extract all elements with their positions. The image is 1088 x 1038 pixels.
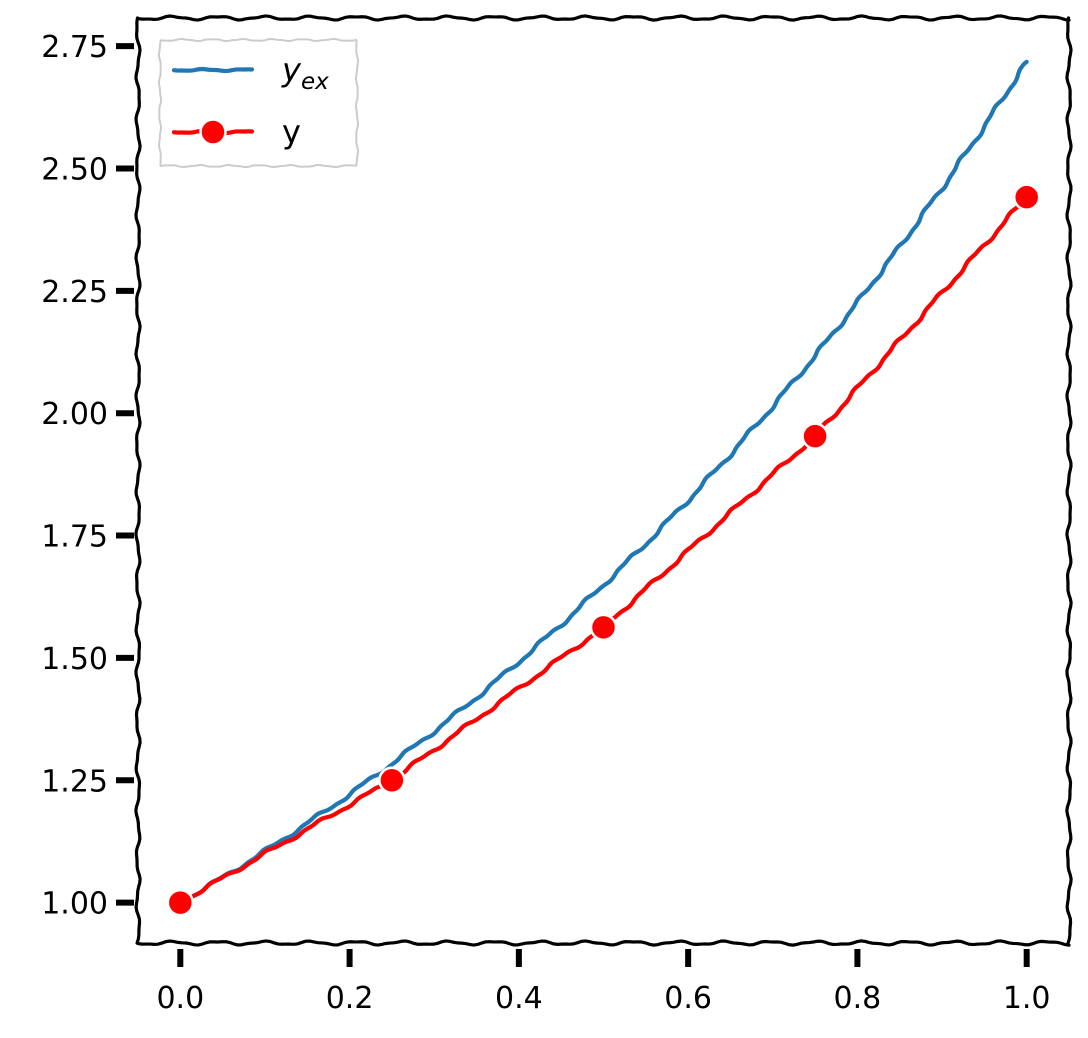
series-line-y_ex xyxy=(178,59,1029,905)
y-tick-label: 2.00 xyxy=(41,397,108,432)
legend-label-main: y xyxy=(281,51,302,89)
y-tick-label: 1.75 xyxy=(41,520,108,555)
legend-marker-y xyxy=(199,118,227,146)
spine-right xyxy=(1065,16,1073,945)
x-tick-label: 0.2 xyxy=(326,981,374,1016)
y-tick-label: 2.25 xyxy=(41,275,108,310)
y-tick-label: 2.75 xyxy=(41,30,108,65)
legend-label-y: y xyxy=(282,113,301,151)
y-tick-label: 1.00 xyxy=(41,887,108,922)
legend-swatch-y_ex xyxy=(171,66,255,74)
data-point-y xyxy=(378,766,406,795)
x-tick-label: 0.4 xyxy=(495,981,543,1016)
y-tick-label: 1.50 xyxy=(41,642,108,677)
data-point-y xyxy=(589,613,618,642)
series-layer xyxy=(166,59,1041,917)
legend-label-subscript: ex xyxy=(301,69,329,95)
spine-top xyxy=(136,14,1071,22)
data-point-y xyxy=(166,888,195,917)
legend-label-y_ex: yex xyxy=(281,51,329,95)
x-tick-label: 1.0 xyxy=(1003,981,1051,1016)
x-tick-label: 0.0 xyxy=(156,981,204,1016)
legend-label-main: y xyxy=(282,113,301,151)
x-tick-label: 0.6 xyxy=(664,981,712,1016)
x-tick-label: 0.8 xyxy=(834,981,882,1016)
axes: 1.00 1.25 1.50 1.75 2.00 2.25 2.50 2.75 0.0 0.2 0.… xyxy=(41,14,1073,1016)
y-tick-label: 2.50 xyxy=(41,152,108,187)
data-point-y xyxy=(1012,183,1041,211)
spine-left xyxy=(134,16,142,945)
legend-frame xyxy=(157,37,360,169)
series-line-y xyxy=(178,195,1029,905)
spine-bottom xyxy=(136,939,1071,947)
y-tick-label: 1.25 xyxy=(41,764,108,799)
data-point-y xyxy=(801,422,829,450)
